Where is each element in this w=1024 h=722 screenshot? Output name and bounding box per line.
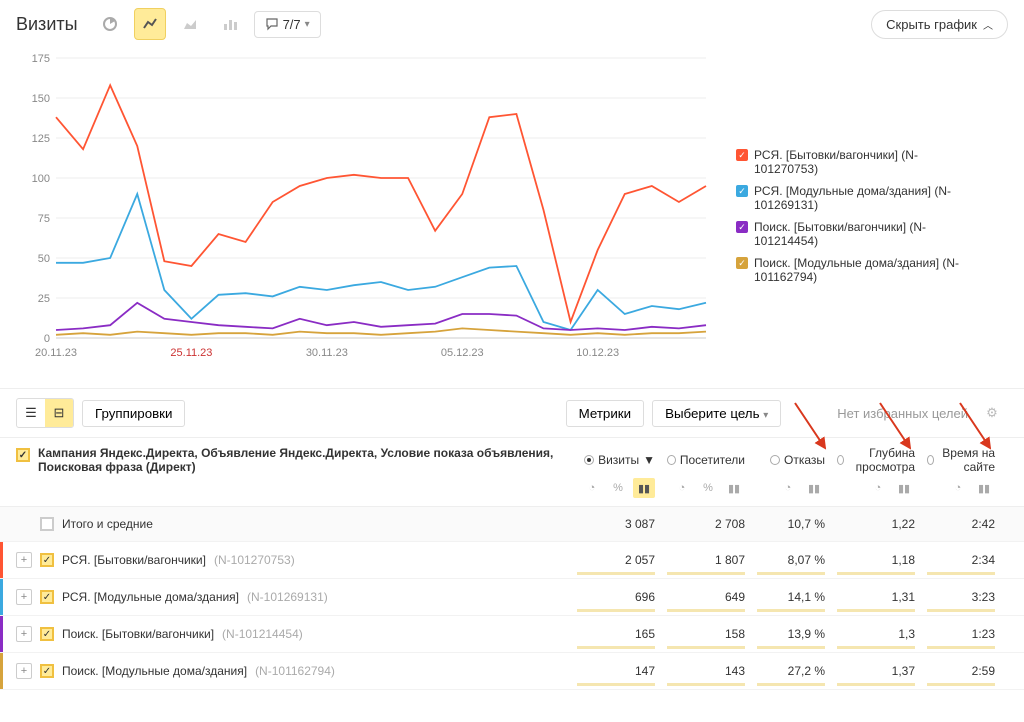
chart-type-area-icon[interactable] (174, 8, 206, 40)
legend-item[interactable]: РСЯ. [Модульные дома/здания] (N-10126913… (736, 184, 966, 212)
comment-icon (265, 17, 279, 31)
svg-text:05.12.23: 05.12.23 (441, 347, 484, 359)
pie-mini-icon[interactable]: ◔ (581, 478, 603, 498)
bounce-header[interactable]: Отказы (784, 453, 825, 467)
depth-header[interactable]: Глубина просмотра (848, 446, 915, 474)
page-title: Визиты (16, 14, 78, 35)
legend-item[interactable]: РСЯ. [Бытовки/вагончики] (N-101270753) (736, 148, 966, 176)
chart-type-bar-icon[interactable] (214, 8, 246, 40)
select-goal-button[interactable]: Выберите цель ▾ (652, 400, 781, 427)
chevron-down-icon: ▾ (763, 410, 768, 421)
svg-text:75: 75 (38, 213, 50, 225)
bounce-radio[interactable] (770, 455, 780, 465)
select-all-checkbox[interactable]: ✓ (16, 448, 30, 462)
table-row: +✓Поиск. [Модульные дома/здания] (N-1011… (0, 653, 1024, 690)
expand-icon[interactable]: + (16, 626, 32, 642)
chart-type-pie-icon[interactable] (94, 8, 126, 40)
view-tree-icon[interactable]: ⊟ (45, 399, 73, 427)
visitors-radio[interactable] (667, 455, 676, 465)
chevron-up-icon: ︿ (983, 17, 993, 32)
chart-type-line-icon[interactable] (134, 8, 166, 40)
metrics-button[interactable]: Метрики (566, 400, 644, 427)
chart-legend: РСЯ. [Бытовки/вагончики] (N-101270753) РС… (736, 48, 966, 368)
table-row: +✓РСЯ. [Модульные дома/здания] (N-101269… (0, 579, 1024, 616)
time-radio[interactable] (927, 455, 934, 465)
row-checkbox[interactable]: ✓ (40, 553, 54, 567)
svg-text:30.11.23: 30.11.23 (306, 347, 348, 359)
time-header[interactable]: Время на сайте (938, 446, 995, 474)
bars-mini-icon[interactable]: ▮▮ (633, 478, 655, 498)
gear-icon[interactable]: ⚙ (976, 397, 1008, 429)
comments-button[interactable]: 7/7 ▾ (254, 11, 321, 38)
svg-text:125: 125 (32, 133, 50, 145)
table-row-total: Итого и средние3 0872 70810,7 %1,222:42 (0, 507, 1024, 542)
chevron-down-icon: ▾ (305, 19, 310, 30)
visits-header[interactable]: Визиты (598, 453, 639, 467)
no-goals-label: Нет избранных целей (837, 406, 968, 421)
row-checkbox[interactable]: ✓ (40, 627, 54, 641)
percent-mini-icon[interactable]: % (607, 478, 629, 498)
svg-text:25.11.23: 25.11.23 (170, 347, 212, 359)
svg-text:0: 0 (44, 333, 50, 345)
table-row: +✓Поиск. [Бытовки/вагончики] (N-10121445… (0, 616, 1024, 653)
visitors-header[interactable]: Посетители (680, 453, 745, 467)
svg-text:20.11.23: 20.11.23 (35, 347, 77, 359)
row-checkbox[interactable] (40, 517, 54, 531)
row-checkbox[interactable]: ✓ (40, 664, 54, 678)
svg-text:10.12.23: 10.12.23 (576, 347, 619, 359)
hide-chart-button[interactable]: Скрыть график ︿ (871, 10, 1008, 39)
table-view-toggle[interactable]: ☰ ⊟ (16, 398, 74, 428)
table-row: +✓РСЯ. [Бытовки/вагончики] (N-101270753)… (0, 542, 1024, 579)
expand-icon[interactable]: + (16, 552, 32, 568)
row-checkbox[interactable]: ✓ (40, 590, 54, 604)
hide-chart-label: Скрыть график (886, 17, 977, 32)
expand-icon[interactable]: + (16, 589, 32, 605)
comments-count: 7/7 (283, 17, 301, 32)
view-list-icon[interactable]: ☰ (17, 399, 45, 427)
depth-radio[interactable] (837, 455, 844, 465)
svg-text:50: 50 (38, 253, 50, 265)
line-chart[interactable]: 0 25 50 75 100 125 150 175 20.11.23 25.11.23 30.11… (16, 48, 716, 368)
svg-text:25: 25 (38, 293, 50, 305)
svg-text:175: 175 (32, 53, 50, 65)
legend-item[interactable]: Поиск. [Бытовки/вагончики] (N-101214454) (736, 220, 966, 248)
legend-item[interactable]: Поиск. [Модульные дома/здания] (N-101162… (736, 256, 966, 284)
expand-icon[interactable]: + (16, 663, 32, 679)
groupings-button[interactable]: Группировки (82, 400, 185, 427)
svg-text:150: 150 (32, 93, 50, 105)
dimension-header: ✓ Кампания Яндекс.Директа, Объявление Ян… (16, 446, 571, 474)
svg-text:100: 100 (32, 173, 50, 185)
visits-radio[interactable] (584, 455, 594, 465)
